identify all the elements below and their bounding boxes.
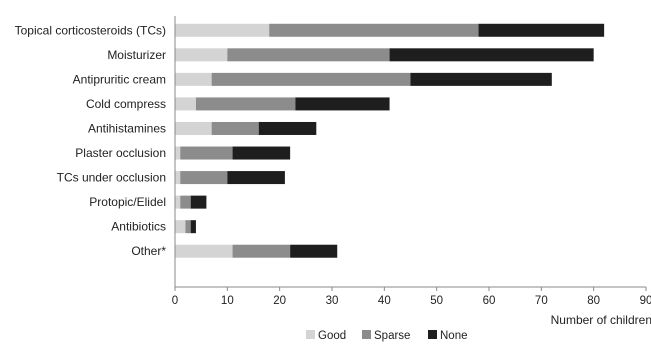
bar-none-cold-compress xyxy=(295,97,390,111)
category-label-tcs-under-occlusion: TCs under occlusion xyxy=(57,171,166,185)
category-label-other: Other* xyxy=(131,244,166,258)
bar-good-cold-compress xyxy=(175,97,196,111)
x-tick-label-20: 20 xyxy=(273,295,286,307)
bar-none-moisturizer xyxy=(389,48,594,62)
legend-swatch-good xyxy=(306,330,315,339)
plot-area: Topical corticosteroids (TCs) Moisturizer… xyxy=(15,16,651,307)
category-label-topical-corticosteroids-tcs: Topical corticosteroids (TCs) xyxy=(15,23,166,37)
bar-good-antibiotics xyxy=(175,220,186,234)
x-axis-title: Number of children xyxy=(551,313,651,327)
bar-sparse-moisturizer xyxy=(227,48,390,62)
bar-none-tcs-under-occlusion xyxy=(227,171,285,185)
bar-sparse-plaster-occlusion xyxy=(180,146,233,160)
category-label-protopic-elidel: Protopic/Elidel xyxy=(89,195,166,209)
bar-sparse-other xyxy=(232,244,291,258)
x-tick-label-10: 10 xyxy=(221,295,234,307)
x-tick-label-80: 80 xyxy=(587,295,600,307)
bar-sparse-cold-compress xyxy=(195,97,296,111)
legend-label-none: None xyxy=(440,330,468,342)
legend-label-sparse: Sparse xyxy=(374,330,410,342)
x-tick-label-50: 50 xyxy=(430,295,443,307)
bar-sparse-topical-corticosteroids-tcs xyxy=(269,23,479,37)
category-label-antipruritic-cream: Antipruritic cream xyxy=(73,72,166,86)
legend-label-good: Good xyxy=(318,330,346,342)
category-label-cold-compress: Cold compress xyxy=(86,97,166,111)
x-tick-label-30: 30 xyxy=(326,295,339,307)
bar-good-antihistamines xyxy=(175,121,212,135)
bar-none-antibiotics xyxy=(190,220,196,234)
legend-swatch-sparse xyxy=(362,330,371,339)
bar-none-plaster-occlusion xyxy=(232,146,291,160)
legend: Good Sparse None xyxy=(306,330,468,342)
bar-none-protopic-elidel xyxy=(190,195,207,209)
bar-good-protopic-elidel xyxy=(175,195,181,209)
bar-none-topical-corticosteroids-tcs xyxy=(478,23,605,37)
category-label-moisturizer: Moisturizer xyxy=(107,48,166,62)
bar-sparse-protopic-elidel xyxy=(180,195,191,209)
bar-good-moisturizer xyxy=(175,48,228,62)
x-tick-label-90: 90 xyxy=(640,295,651,307)
category-label-antihistamines: Antihistamines xyxy=(88,121,166,135)
bar-good-topical-corticosteroids-tcs xyxy=(175,23,270,37)
bar-good-plaster-occlusion xyxy=(175,146,181,160)
bar-none-antihistamines xyxy=(258,121,317,135)
bar-sparse-tcs-under-occlusion xyxy=(180,171,228,185)
category-label-plaster-occlusion: Plaster occlusion xyxy=(75,146,166,160)
x-tick-label-70: 70 xyxy=(535,295,548,307)
bar-good-antipruritic-cream xyxy=(175,72,212,86)
x-tick-label-60: 60 xyxy=(483,295,496,307)
category-label-antibiotics: Antibiotics xyxy=(111,220,166,234)
x-tick-label-40: 40 xyxy=(378,295,391,307)
bar-sparse-antibiotics xyxy=(185,220,191,234)
legend-swatch-none xyxy=(428,330,437,339)
x-tick-label-0: 0 xyxy=(172,295,178,307)
bar-sparse-antipruritic-cream xyxy=(211,72,411,86)
bar-sparse-antihistamines xyxy=(211,121,259,135)
bar-good-tcs-under-occlusion xyxy=(175,171,181,185)
bar-good-other xyxy=(175,244,233,258)
bar-none-antipruritic-cream xyxy=(410,72,552,86)
bar-none-other xyxy=(290,244,338,258)
